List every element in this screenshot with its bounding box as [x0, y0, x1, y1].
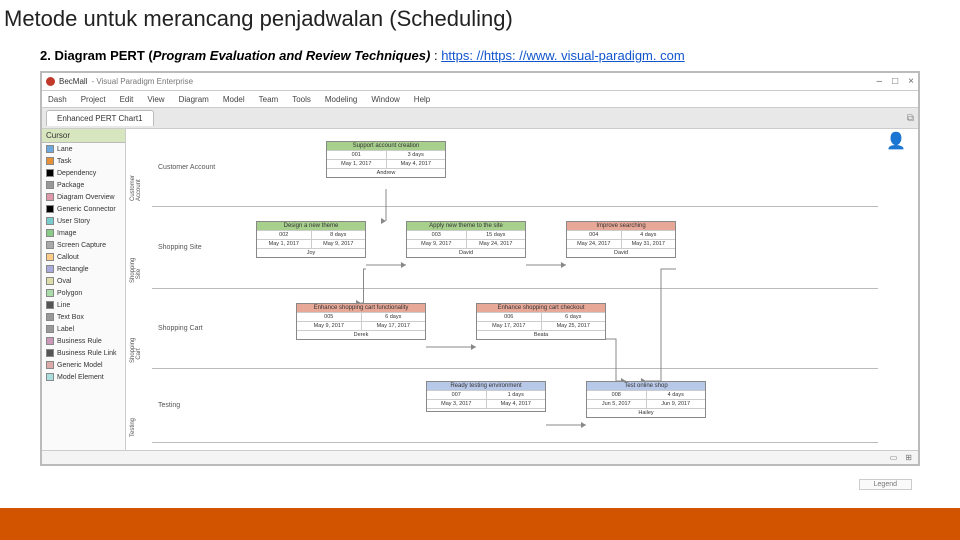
palette-item[interactable]: Package [42, 179, 125, 191]
pert-task[interactable]: Design a new theme0028 daysMay 1, 2017Ma… [256, 221, 366, 258]
tool-palette: Cursor LaneTaskDependencyPackageDiagram … [42, 129, 126, 450]
window-close-button[interactable]: × [908, 76, 914, 87]
palette-item[interactable]: Generic Model [42, 359, 125, 371]
pert-task[interactable]: Test online shop0084 daysJun 5, 2017Jun … [586, 381, 706, 418]
legend-label: Legend [859, 479, 912, 490]
lane-label: Customer Account [130, 183, 142, 201]
statusbar: ▭ ⊞ [42, 450, 918, 464]
menu-modeling[interactable]: Modeling [325, 95, 357, 104]
palette-item[interactable]: Oval [42, 275, 125, 287]
tab-action-icon[interactable]: ⧉ [907, 113, 914, 124]
sub-italic: Program Evaluation and Review Techniques… [153, 48, 431, 63]
palette-item[interactable]: Dependency [42, 167, 125, 179]
menu-edit[interactable]: Edit [120, 95, 134, 104]
diagram-tab[interactable]: Enhanced PERT Chart1 [46, 110, 154, 126]
user-icon[interactable]: 👤 [886, 131, 906, 151]
palette-item[interactable]: Diagram Overview [42, 191, 125, 203]
window-maximize-button[interactable]: □ [892, 76, 898, 87]
palette-item[interactable]: Polygon [42, 287, 125, 299]
palette-item[interactable]: Generic Connector [42, 203, 125, 215]
status-icon: ▭ [890, 453, 898, 462]
diagram-canvas[interactable]: 👤 Customer Account Customer Account Shoppi… [126, 129, 918, 450]
lane-label: Shopping Site [130, 265, 142, 283]
palette-header: Cursor [42, 129, 125, 143]
app-title-rest: - Visual Paradigm Enterprise [91, 77, 193, 86]
menu-view[interactable]: View [147, 95, 164, 104]
menu-model[interactable]: Model [223, 95, 245, 104]
palette-item[interactable]: Image [42, 227, 125, 239]
pert-task[interactable]: Ready testing environment0071 daysMay 3,… [426, 381, 546, 412]
tabstrip: Enhanced PERT Chart1 ⧉ [42, 107, 918, 129]
lane-title: Testing [158, 402, 180, 409]
palette-item[interactable]: Business Rule [42, 335, 125, 347]
palette-item[interactable]: Rectangle [42, 263, 125, 275]
lane-label: Testing [130, 419, 136, 437]
status-icon-2: ⊞ [905, 453, 912, 462]
app-window: BecMall - Visual Paradigm Enterprise – □… [40, 71, 920, 466]
titlebar: BecMall - Visual Paradigm Enterprise – □… [42, 73, 918, 91]
slide-title: Metode untuk merancang penjadwalan (Sche… [0, 0, 960, 40]
palette-item[interactable]: Business Rule Link [42, 347, 125, 359]
menu-diagram[interactable]: Diagram [179, 95, 209, 104]
palette-item[interactable]: Label [42, 323, 125, 335]
menu-team[interactable]: Team [259, 95, 279, 104]
palette-item[interactable]: Lane [42, 143, 125, 155]
pert-task[interactable]: Enhance shopping cart functionality0056 … [296, 303, 426, 340]
sub-heading: 2. Diagram PERT (Program Evaluation and … [0, 40, 960, 69]
pert-task[interactable]: Improve searching0044 daysMay 24, 2017Ma… [566, 221, 676, 258]
sub-colon: : [430, 48, 441, 63]
lane-label: Shopping Cart [130, 345, 142, 363]
swimlane [152, 129, 878, 207]
app-logo-icon [46, 77, 55, 86]
palette-item[interactable]: Line [42, 299, 125, 311]
menu-help[interactable]: Help [414, 95, 430, 104]
menu-window[interactable]: Window [371, 95, 399, 104]
palette-item[interactable]: Task [42, 155, 125, 167]
palette-item[interactable]: Model Element [42, 371, 125, 383]
lane-title: Shopping Cart [158, 325, 203, 332]
menu-project[interactable]: Project [81, 95, 106, 104]
source-link[interactable]: https: //https: //www. visual-paradigm. … [441, 48, 684, 63]
lane-title: Shopping Site [158, 244, 202, 251]
lane-title: Customer Account [158, 164, 215, 171]
menubar: Dash Project Edit View Diagram Model Tea… [42, 91, 918, 107]
menu-dash[interactable]: Dash [48, 95, 67, 104]
palette-item[interactable]: Text Box [42, 311, 125, 323]
slide-footer-bar [0, 508, 960, 540]
window-minimize-button[interactable]: – [877, 76, 883, 87]
menu-tools[interactable]: Tools [292, 95, 311, 104]
palette-item[interactable]: Screen Capture [42, 239, 125, 251]
sub-prefix: 2. Diagram PERT ( [40, 48, 153, 63]
palette-item[interactable]: User Story [42, 215, 125, 227]
app-title-prefix: BecMall [59, 77, 87, 86]
pert-task[interactable]: Apply new theme to the site00315 daysMay… [406, 221, 526, 258]
palette-item[interactable]: Callout [42, 251, 125, 263]
pert-task[interactable]: Enhance shopping cart checkout0066 daysM… [476, 303, 606, 340]
pert-task[interactable]: Support account creation0013 daysMay 1, … [326, 141, 446, 178]
